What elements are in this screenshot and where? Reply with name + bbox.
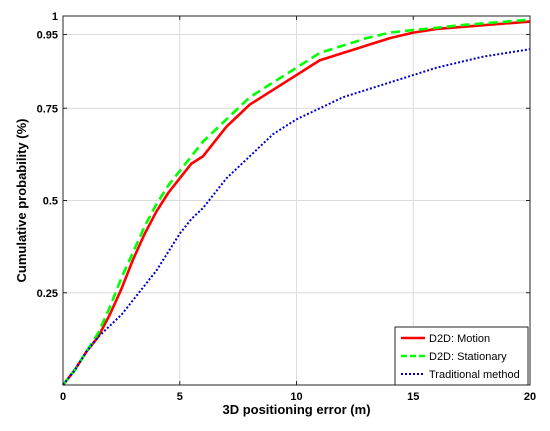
series-line-1 xyxy=(61,20,531,386)
y-axis-label: Cumulative probability (%) xyxy=(14,119,29,283)
y-tick-label: 0.95 xyxy=(37,29,58,41)
x-tick-label: 0 xyxy=(60,391,66,403)
legend-box xyxy=(394,326,529,386)
axis-ticks: 0 5 10 15 20 0.25 0.5 0.75 0.95 1 xyxy=(37,11,537,403)
x-axis-label: 3D positioning error (m) xyxy=(222,402,370,417)
legend: D2D: Motion D2D: Stationary Traditional me… xyxy=(394,326,529,386)
series-lines xyxy=(61,18,531,386)
series-line-2 xyxy=(61,18,531,386)
x-tick-label: 5 xyxy=(177,391,183,403)
legend-label-3: Traditional method xyxy=(429,369,520,381)
y-tick-label: 1 xyxy=(52,11,58,23)
y-tick-label: 0.25 xyxy=(37,288,58,300)
y-tick-label: 0.75 xyxy=(37,103,58,115)
series-line-3 xyxy=(62,48,531,386)
legend-label-2: D2D: Stationary xyxy=(429,351,507,363)
x-tick-label: 15 xyxy=(407,391,419,403)
x-tick-label: 20 xyxy=(524,391,536,403)
legend-label-1: D2D: Motion xyxy=(429,333,490,345)
x-tick-label: 10 xyxy=(290,391,302,403)
y-tick-label: 0.5 xyxy=(43,196,58,208)
